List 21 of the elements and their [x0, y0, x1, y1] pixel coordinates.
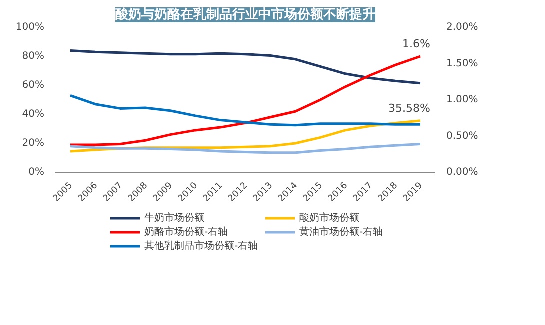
y-tick-label: 40% — [22, 109, 45, 120]
y2-tick-label: 0.00% — [446, 167, 478, 178]
y-tick-label: 100% — [16, 22, 45, 33]
y-tick-label: 80% — [22, 51, 45, 62]
data-label: 1.6% — [402, 38, 431, 50]
y-tick-label: 0% — [28, 167, 45, 178]
y2-tick-label: 1.00% — [446, 94, 478, 106]
y-tick-label: 20% — [22, 138, 45, 149]
legend-label: 牛奶市场份额 — [144, 212, 206, 225]
line-series — [69, 142, 422, 154]
y2-tick-label: 1.50% — [446, 58, 478, 70]
chart-title: 酸奶与奶酪在乳制品行业中市场份额不断提升 — [116, 6, 376, 22]
legend-label: 黄油市场份额-右轴 — [300, 226, 384, 239]
y-tick-label: 60% — [22, 80, 45, 91]
legend-label: 其他乳制品市场份额-右轴 — [144, 240, 260, 253]
y2-tick-label: 0.50% — [446, 130, 478, 142]
y2-tick-label: 2.00% — [446, 22, 478, 33]
line-series — [69, 49, 422, 85]
legend-label: 酸奶市场份额 — [300, 212, 360, 225]
data-label: 35.58% — [388, 102, 431, 115]
legend-label: 奶酪市场份额-右轴 — [144, 226, 230, 239]
